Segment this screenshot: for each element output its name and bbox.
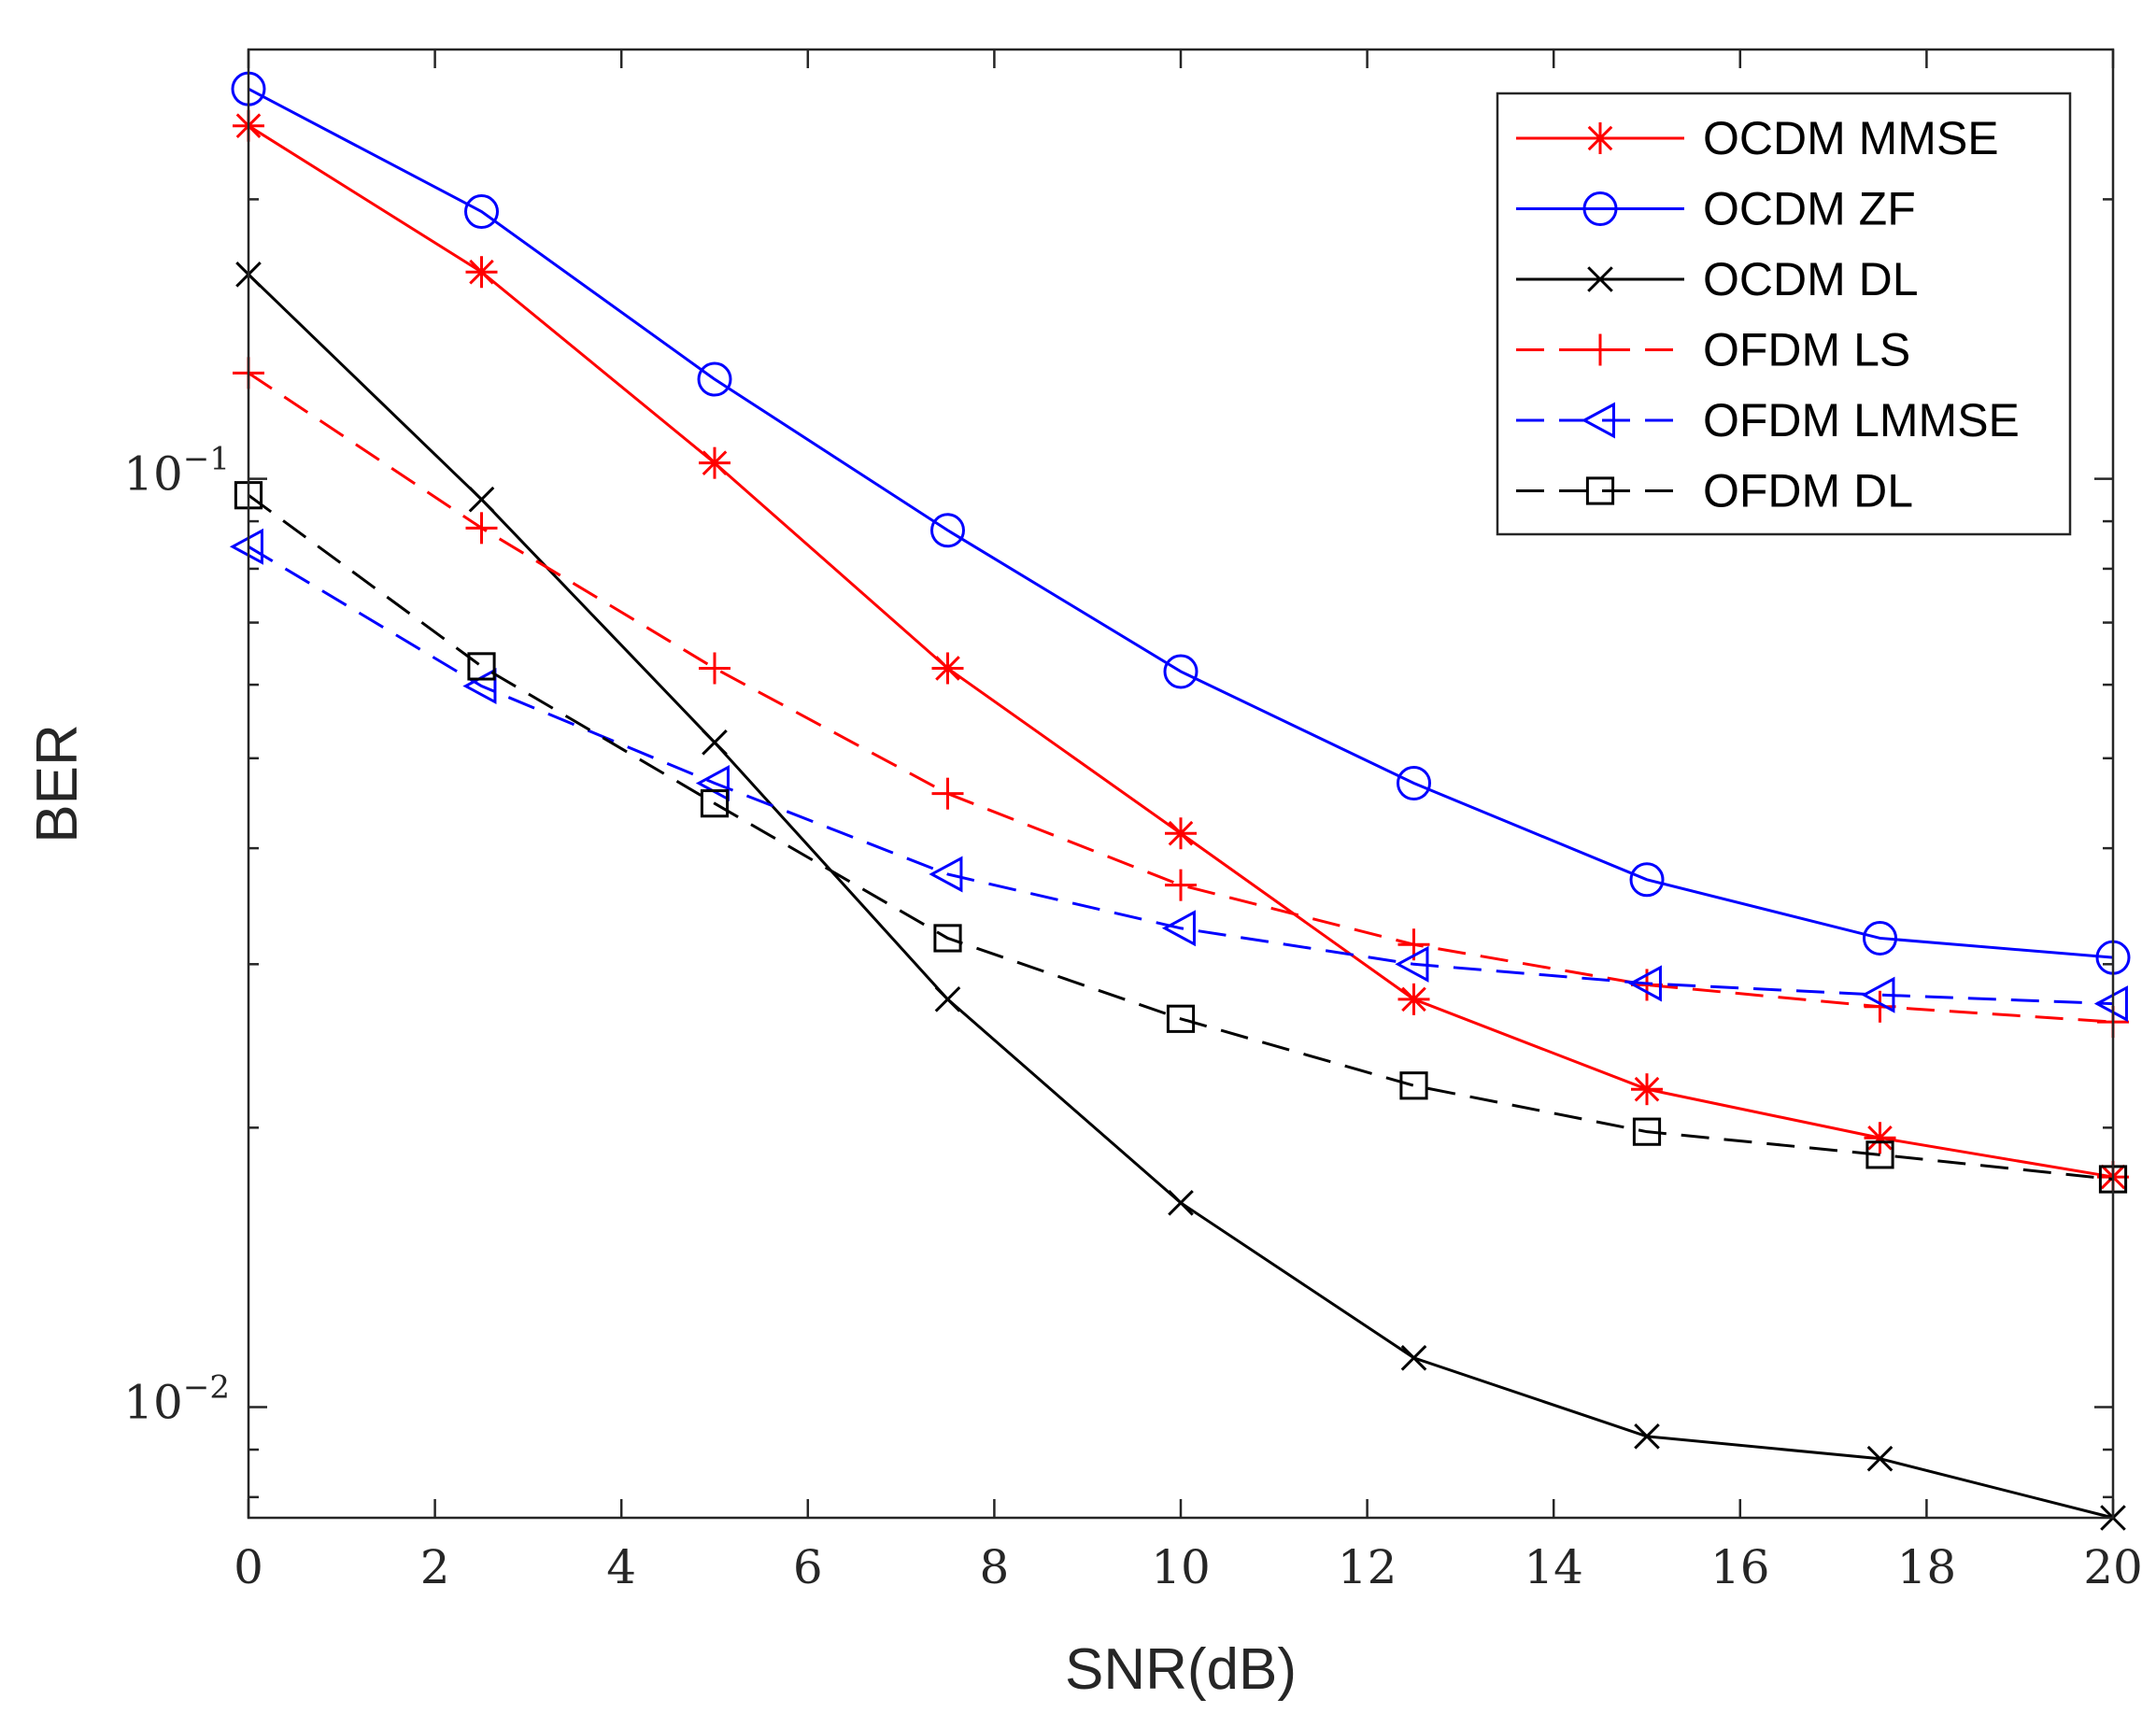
marker-stroke [1401, 986, 1426, 1012]
y-tick-label-exponent: −1 [183, 441, 230, 478]
y-tick-label: 10−2 [123, 1369, 230, 1430]
marker-stroke [1400, 1344, 1427, 1371]
x-tick-label: 8 [979, 1540, 1009, 1594]
x-tick-label: 10 [1151, 1540, 1211, 1594]
marker-square [467, 652, 496, 681]
series-ocdm-zf [231, 71, 2131, 975]
marker-stroke [1634, 1076, 1660, 1102]
legend-label: OCDM ZF [1703, 183, 1916, 235]
legend-label: OFDM DL [1703, 465, 1913, 517]
marker-stroke [702, 729, 728, 756]
legend-label: OFDM LMMSE [1703, 394, 2020, 446]
marker-triangle [1627, 965, 1662, 1002]
marker-triangle [1861, 976, 1895, 1013]
x-tick-label: 18 [1897, 1540, 1957, 1594]
marker-circle [464, 194, 499, 230]
marker-triangle [229, 528, 263, 565]
marker-stroke [1587, 266, 1613, 292]
marker-stroke [934, 986, 961, 1012]
marker-stroke [1168, 820, 1194, 846]
data-series [229, 71, 2131, 1531]
marker-square [1166, 1004, 1196, 1033]
x-tick-label: 12 [1338, 1540, 1397, 1594]
y-tick-label-base: 10 [123, 447, 183, 502]
marker-stroke [1867, 1125, 1893, 1151]
x-tick-label: 0 [234, 1540, 263, 1594]
legend-entry: OFDM LS [1516, 324, 1910, 376]
marker-circle [1582, 191, 1618, 226]
marker-triangle [1161, 910, 1196, 947]
marker-stroke [469, 259, 494, 285]
series-line [248, 545, 2114, 1006]
y-tick-label: 10−1 [123, 441, 230, 502]
x-tick-label: 6 [793, 1540, 823, 1594]
x-tick-label: 4 [606, 1540, 636, 1594]
axes-frame [247, 48, 2115, 1520]
marker-triangle [1581, 402, 1615, 439]
marker-stroke [1168, 1189, 1194, 1216]
marker-square [1585, 476, 1615, 505]
legend-entry: OCDM MMSE [1516, 112, 1999, 164]
marker-circle [1863, 920, 1897, 956]
marker-stroke [702, 450, 728, 475]
x-tick-label: 20 [2083, 1540, 2143, 1594]
marker-square [933, 924, 962, 953]
marker-square [1399, 1071, 1428, 1100]
y-tick-label-base: 10 [123, 1376, 183, 1430]
marker-stroke [935, 656, 960, 681]
x-tick-label: 16 [1710, 1540, 1770, 1594]
series-line [248, 87, 2114, 959]
series-ofdm-lmmse [229, 528, 2128, 1023]
marker-triangle [2093, 985, 2128, 1023]
marker-triangle [929, 856, 963, 893]
legend-entry: OFDM LMMSE [1516, 394, 2020, 446]
marker-triangle [1395, 945, 1429, 983]
marker-stroke [1634, 1423, 1660, 1450]
y-axis-label: BER [25, 724, 90, 842]
marker-stroke [1866, 1445, 1894, 1472]
x-axis-label: SNR(dB) [1065, 1637, 1297, 1702]
marker-circle [1163, 654, 1199, 689]
y-tick-label-exponent: −2 [183, 1369, 230, 1407]
series-line [248, 494, 2114, 1182]
marker-circle [1397, 766, 1431, 801]
marker-square [700, 789, 730, 818]
marker-square [1865, 1140, 1894, 1169]
marker-stroke [468, 486, 495, 513]
legend-entry: OFDM DL [1516, 465, 1913, 517]
marker-circle [930, 513, 965, 548]
marker-stroke [1587, 125, 1613, 151]
legend: OCDM MMSE OCDM ZF OCDM DL OFDM LS OFDM LMMSE… [1496, 92, 2072, 536]
x-tick-label: 14 [1524, 1540, 1583, 1594]
legend-label: OFDM LS [1703, 324, 1910, 376]
legend-label: OCDM MMSE [1703, 112, 1999, 164]
legend-box [1496, 92, 2072, 536]
marker-circle [1629, 862, 1665, 898]
x-tick-label: 2 [420, 1540, 450, 1594]
marker-square [1632, 1117, 1662, 1146]
legend-label: OCDM DL [1703, 253, 1919, 305]
series-line [248, 372, 2114, 1024]
axis-ticks [247, 50, 2115, 1518]
marker-circle [697, 361, 732, 397]
legend-entry: OCDM DL [1516, 253, 1919, 305]
legend-entry: OCDM ZF [1516, 183, 1916, 235]
